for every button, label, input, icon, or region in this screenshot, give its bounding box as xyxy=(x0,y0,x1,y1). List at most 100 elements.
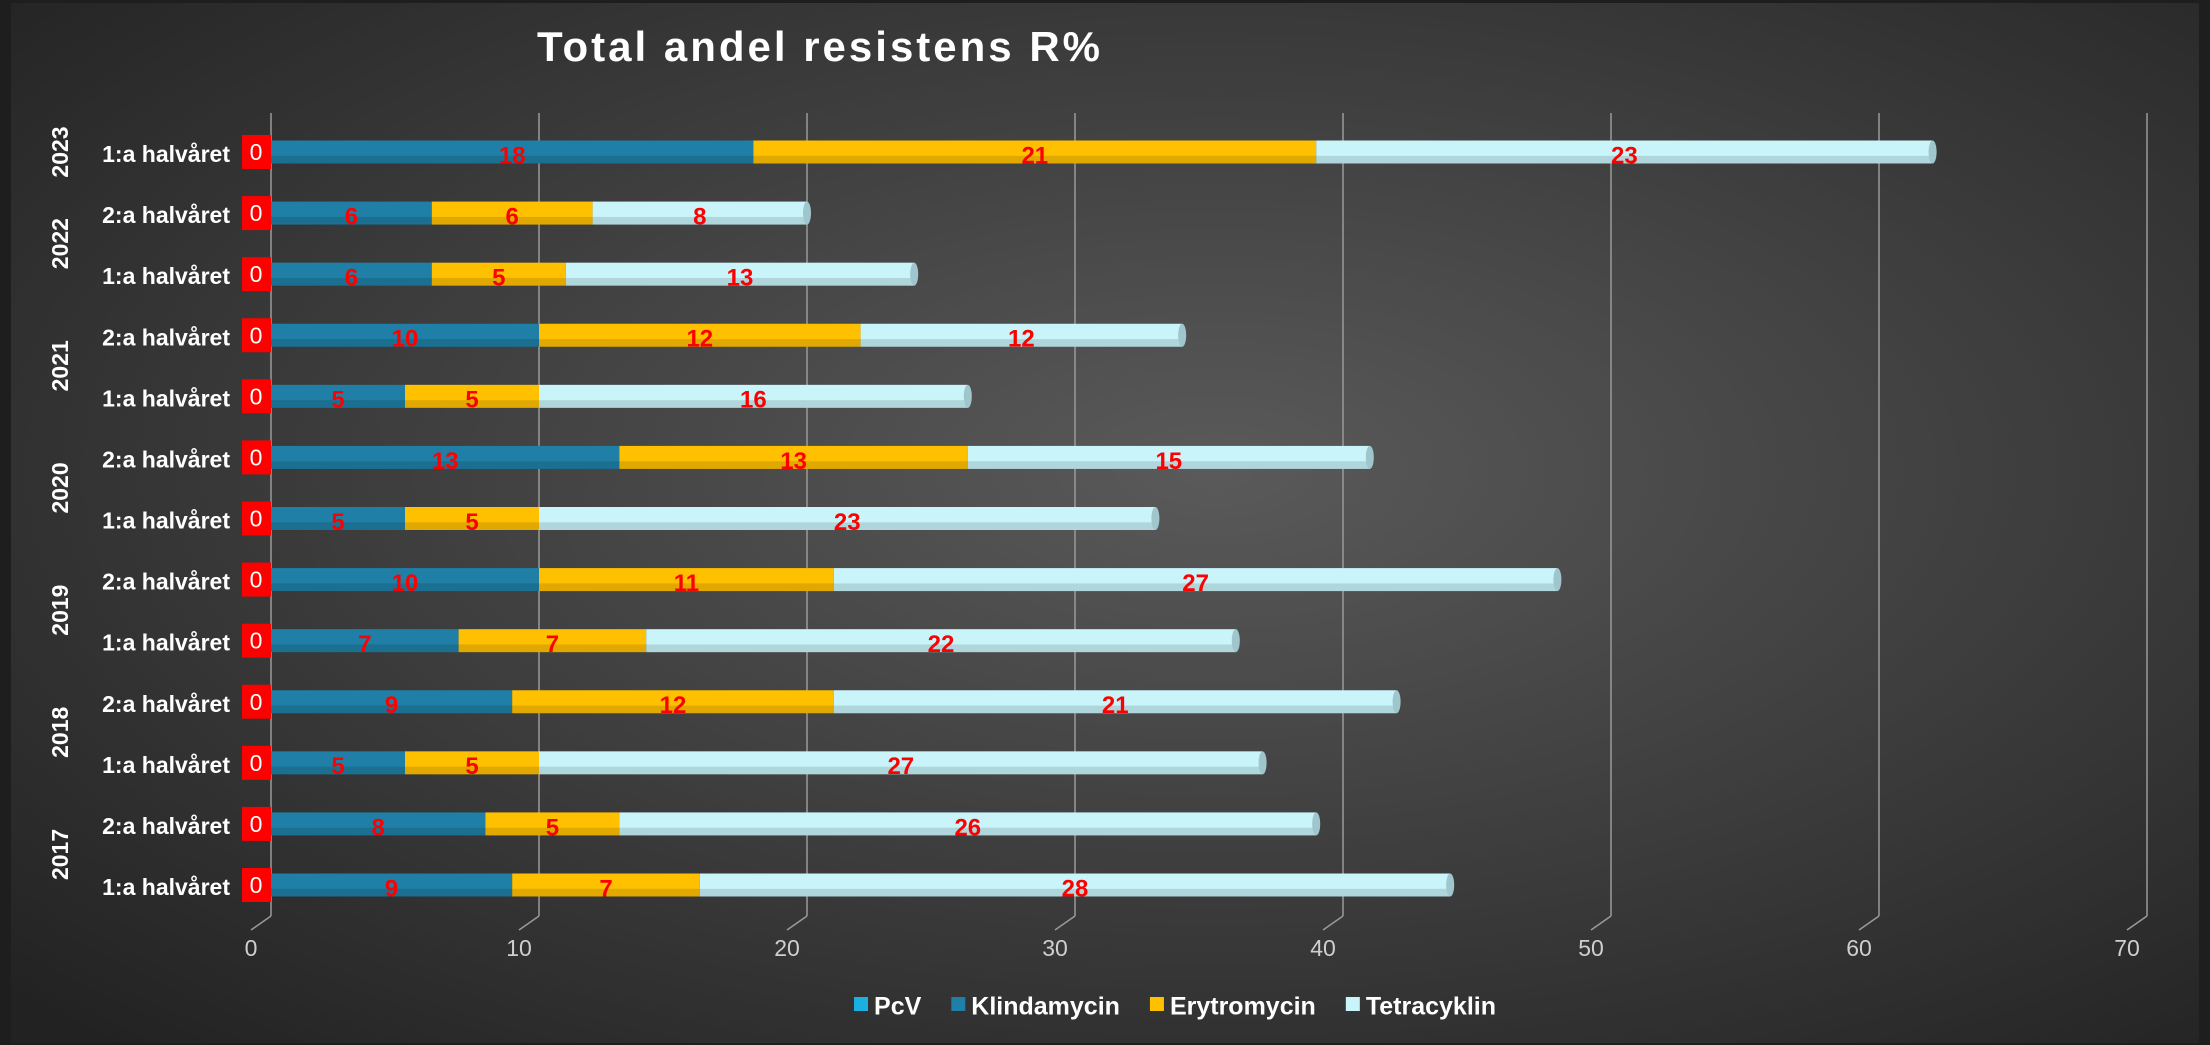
bar-shade xyxy=(271,216,432,225)
bar-cap xyxy=(963,384,972,408)
value-label: 5 xyxy=(492,265,505,292)
value-label: 9 xyxy=(385,875,398,902)
label-box xyxy=(242,318,271,353)
bar-shade xyxy=(431,278,566,286)
bar-segment xyxy=(753,140,1317,164)
value-label: 5 xyxy=(465,509,478,536)
bar-shade xyxy=(619,461,968,469)
value-label: 7 xyxy=(358,631,371,658)
bar-segment xyxy=(699,873,1451,897)
value-label: 22 xyxy=(928,631,955,658)
bar-shade xyxy=(860,339,1183,347)
bar-shade xyxy=(833,705,1397,714)
bar-shade xyxy=(539,766,1263,775)
label-box xyxy=(242,684,271,719)
category-label: 2:a halvåret xyxy=(102,446,230,472)
legend-swatch xyxy=(854,997,869,1011)
bar-shade xyxy=(1316,155,1933,164)
value-label: 0 xyxy=(250,139,263,165)
legend-swatch xyxy=(1149,997,1164,1011)
category-label: 1:a halvåret xyxy=(102,630,230,656)
value-label: 5 xyxy=(546,814,559,841)
label-box xyxy=(242,257,271,292)
bar-cap xyxy=(1151,507,1160,530)
value-label: 8 xyxy=(372,814,385,841)
value-label: 23 xyxy=(834,509,861,536)
bar-shade xyxy=(431,216,593,225)
value-label: 0 xyxy=(250,261,263,287)
value-label: 16 xyxy=(740,387,767,414)
bar-segment xyxy=(271,445,620,469)
category-label: 1:a halvåret xyxy=(102,141,230,167)
bar-segment xyxy=(271,140,754,164)
bar-shade xyxy=(271,705,513,714)
bar-segment xyxy=(539,751,1263,775)
value-label: 0 xyxy=(250,750,263,776)
value-label: 11 xyxy=(674,570,699,597)
value-label: 6 xyxy=(345,203,358,230)
value-label: 13 xyxy=(780,448,807,475)
value-label: 27 xyxy=(1182,570,1209,597)
label-box xyxy=(242,196,271,231)
value-label: 21 xyxy=(1021,142,1048,169)
category-label: 2:a halvåret xyxy=(102,691,230,717)
bar-cap xyxy=(1928,140,1937,164)
value-label: 0 xyxy=(250,872,263,898)
value-label: 0 xyxy=(250,628,263,654)
category-label: 2:a halvåret xyxy=(102,813,230,839)
bar-shade xyxy=(405,766,539,775)
bar-segment xyxy=(619,445,968,469)
x-tick-label: 50 xyxy=(1578,935,1604,961)
bar-segment xyxy=(512,873,700,897)
group-label: 2020 xyxy=(47,462,73,513)
value-label: 5 xyxy=(331,509,344,536)
category-label: 2:a halvåret xyxy=(102,202,230,228)
value-label: 0 xyxy=(250,444,263,470)
x-tick-label: 60 xyxy=(1846,935,1872,961)
label-box xyxy=(242,562,271,597)
value-label: 26 xyxy=(954,814,981,841)
value-label: 5 xyxy=(465,753,478,780)
x-tick-label: 40 xyxy=(1310,935,1336,961)
value-label: 28 xyxy=(1062,875,1089,902)
bar-segment xyxy=(539,323,861,347)
value-label: 6 xyxy=(345,265,358,292)
bar-segment xyxy=(271,629,459,653)
bar-shade xyxy=(485,827,620,836)
value-label: 23 xyxy=(1611,142,1638,169)
legend-label: Tetracyklin xyxy=(1366,993,1496,1021)
value-label: 21 xyxy=(1102,692,1129,719)
bar-segment xyxy=(646,629,1236,653)
bar-segment xyxy=(565,262,915,286)
group-label: 2021 xyxy=(47,340,73,391)
bar-shade xyxy=(271,339,539,347)
bar-shade xyxy=(833,583,1558,592)
legend-label: Erytromycin xyxy=(1170,993,1316,1021)
bar-cap xyxy=(910,262,919,286)
x-tick-label: 30 xyxy=(1042,935,1068,961)
bar-segment xyxy=(592,201,807,225)
bar-cap xyxy=(1365,445,1374,469)
legend-label: PcV xyxy=(874,993,922,1021)
bar-shade xyxy=(271,155,754,164)
category-label: 1:a halvåret xyxy=(102,263,230,289)
group-label: 2019 xyxy=(47,585,73,636)
value-label: 27 xyxy=(887,753,914,780)
bar-shade xyxy=(271,461,620,469)
label-box xyxy=(242,440,271,475)
bar-cap xyxy=(1392,690,1401,714)
bar-segment xyxy=(271,262,432,286)
legend-label: Klindamycin xyxy=(971,993,1120,1021)
bar-segment xyxy=(271,384,405,408)
grid-line xyxy=(1590,915,1612,931)
bar-segment xyxy=(271,751,405,775)
bar-segment xyxy=(539,384,968,408)
bar-shade xyxy=(753,155,1317,164)
bar-segment xyxy=(271,873,513,897)
bar-shade xyxy=(271,400,405,408)
label-box xyxy=(242,868,271,902)
grid-line xyxy=(2126,915,2148,931)
value-label: 5 xyxy=(331,753,344,780)
label-box xyxy=(242,379,271,414)
bar-shade xyxy=(539,522,1156,530)
